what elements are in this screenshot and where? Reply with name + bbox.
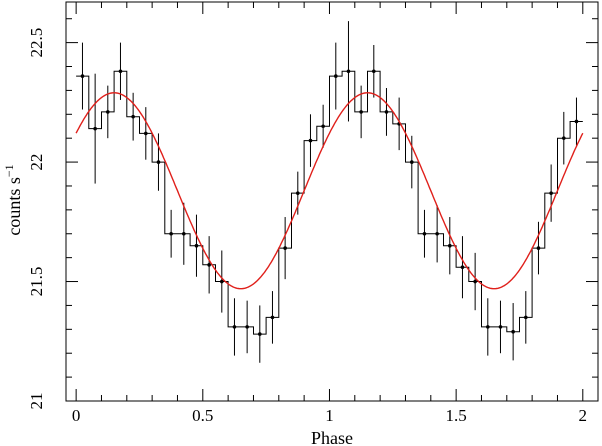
data-point: [182, 231, 186, 236]
histogram-steps: [76, 70, 583, 335]
y-axis-label-main: counts s: [4, 177, 24, 236]
y-tick-label: 22: [27, 154, 46, 171]
data-point: [258, 332, 262, 336]
x-tick-label: 0: [72, 406, 81, 425]
data-point: [372, 69, 376, 74]
data-point: [511, 329, 515, 334]
data-point: [194, 243, 199, 248]
data-point: [524, 315, 528, 320]
data-points: [80, 69, 579, 336]
x-tick-label: 2: [579, 406, 588, 425]
y-axis-label-exponent: −1: [2, 164, 16, 177]
data-point: [448, 243, 452, 248]
data-point: [384, 110, 389, 114]
data-point: [220, 279, 224, 284]
y-tick-label: 21: [27, 393, 46, 410]
data-point: [283, 246, 287, 250]
data-point: [498, 325, 503, 329]
data-point: [308, 138, 313, 143]
data-point: [131, 114, 135, 119]
error-bars: [81, 21, 577, 363]
x-tick-labels: 0 0.5 1 1.5 2: [72, 406, 587, 425]
data-point: [549, 191, 553, 195]
x-tick-label: 1.5: [446, 406, 467, 425]
data-point: [207, 263, 211, 267]
data-point: [80, 74, 85, 78]
axis-ticks: [66, 2, 598, 402]
data-point: [245, 325, 249, 329]
data-point: [169, 231, 173, 236]
data-point: [118, 69, 123, 74]
data-point: [144, 131, 148, 136]
data-point: [106, 110, 110, 114]
data-point: [536, 246, 541, 250]
data-point: [410, 160, 414, 164]
x-axis-label: Phase: [311, 428, 353, 446]
y-tick-label: 21.5: [27, 267, 46, 297]
x-tick-label: 0.5: [192, 406, 213, 425]
data-point: [460, 265, 465, 270]
data-point: [232, 325, 237, 329]
data-point: [359, 110, 363, 114]
data-point: [296, 191, 300, 195]
data-point: [574, 119, 579, 124]
data-point: [156, 160, 161, 164]
data-point: [346, 69, 351, 74]
data-point: [93, 126, 97, 131]
plot-frame: [65, 1, 599, 402]
data-point: [270, 315, 275, 320]
y-axis-label: counts s−1: [2, 164, 24, 235]
x-tick-label: 1: [325, 406, 334, 425]
data-point: [473, 279, 477, 284]
data-point: [486, 325, 490, 329]
data-point: [435, 231, 439, 236]
y-tick-label: 22.5: [27, 28, 46, 58]
data-point: [562, 136, 566, 140]
y-tick-labels: 21 21.5 22 22.5: [27, 28, 46, 410]
sinusoid-model-curve: [75, 92, 584, 290]
histogram-step-line: [76, 70, 583, 335]
data-point: [334, 74, 338, 78]
data-point: [321, 124, 325, 129]
data-point: [422, 231, 427, 236]
